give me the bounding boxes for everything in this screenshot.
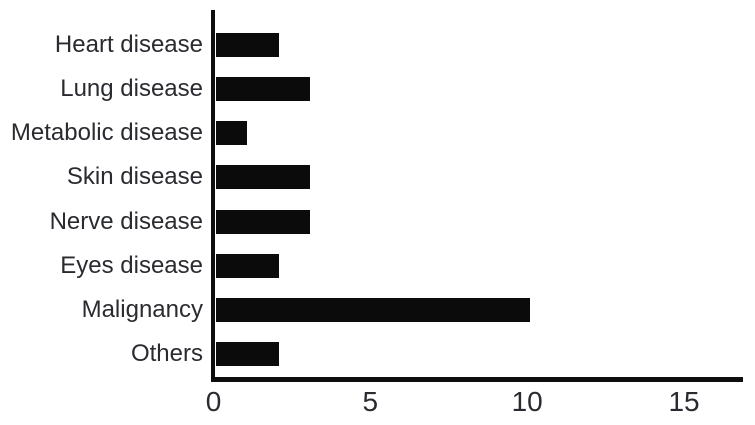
category-label: Skin disease <box>66 163 203 191</box>
bar <box>216 165 311 190</box>
bar <box>216 33 279 57</box>
category-label: Lung disease <box>60 75 203 103</box>
x-tick-label: 5 <box>362 386 379 417</box>
category-label: Eyes disease <box>60 251 203 279</box>
category-label: Nerve disease <box>49 207 203 235</box>
bar <box>216 121 248 146</box>
y-axis-line <box>211 10 215 381</box>
bar <box>216 253 279 278</box>
bar <box>216 341 279 366</box>
category-label: Metabolic disease <box>10 119 203 147</box>
bar <box>216 209 311 234</box>
bar <box>216 297 530 322</box>
x-axis-line <box>211 377 743 382</box>
x-tick-label: 10 <box>511 386 543 417</box>
bar <box>216 77 311 102</box>
x-tick-label: 0 <box>205 386 222 417</box>
category-label: Heart disease <box>54 31 203 58</box>
x-tick-label: 15 <box>668 386 700 417</box>
category-label: Malignancy <box>81 295 203 323</box>
category-label: Others <box>130 339 203 367</box>
